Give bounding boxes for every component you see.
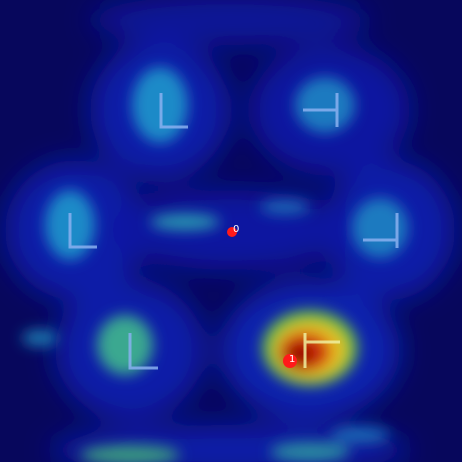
point	[283, 354, 297, 368]
l-marker	[159, 93, 188, 129]
l-marker	[363, 213, 399, 248]
heat-peaks	[22, 67, 408, 462]
l-markers	[68, 93, 399, 370]
point-label: 0	[233, 224, 239, 235]
l-marker	[68, 213, 97, 249]
l-marker	[303, 93, 339, 127]
point	[227, 227, 237, 237]
point-label: 1	[289, 354, 295, 365]
l-marker	[303, 333, 340, 368]
l-marker	[128, 333, 158, 370]
